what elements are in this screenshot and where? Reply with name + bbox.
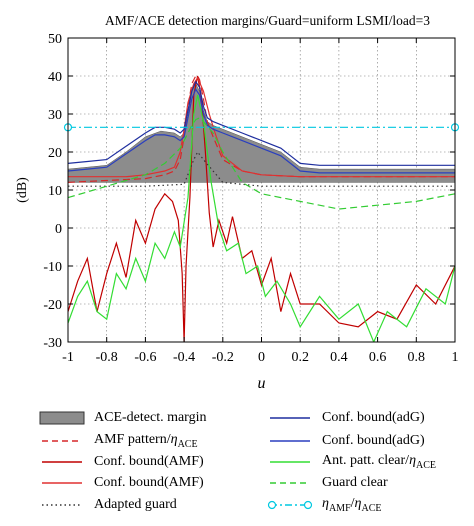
legend-item: Ant. patt. clear/ηACE xyxy=(266,452,436,472)
legend-swatch xyxy=(267,500,313,510)
x-tick-label: 0 xyxy=(258,350,265,365)
plot-group xyxy=(68,75,455,342)
x-tick-label: 0.2 xyxy=(291,350,309,365)
x-tick-label: -0.6 xyxy=(134,350,156,365)
series-line-2 xyxy=(68,75,455,342)
y-tick-label: -20 xyxy=(43,298,62,313)
legend-label: Ant. patt. clear/ηACE xyxy=(322,453,437,471)
series-line-5 xyxy=(68,80,455,166)
chart-title: AMF/ACE detection margins/Guard=uniform … xyxy=(105,13,430,28)
legend-label: ACE-detect. margin xyxy=(94,410,207,425)
legend-label: Guard clear xyxy=(322,475,388,490)
x-tick-label: 0.4 xyxy=(330,350,348,365)
legend-label: Conf. bound(adG) xyxy=(322,410,425,425)
x-tick-label: -1 xyxy=(62,350,74,365)
legend-label: Adapted guard xyxy=(94,497,177,512)
legend-label: AMF pattern/ηACE xyxy=(94,432,198,450)
legend-label: ηAMF/ηACE xyxy=(322,496,382,514)
legend: ACE-detect. margin AMF pattern/ηACE Conf. … xyxy=(0,404,474,526)
legend-item: Conf. bound(AMF) xyxy=(38,473,204,493)
legend-item: Conf. bound(adG) xyxy=(266,408,425,428)
x-tick-label: -0.4 xyxy=(173,350,195,365)
series-line-7 xyxy=(68,94,455,342)
legend-swatch xyxy=(42,440,82,442)
legend-label: Conf. bound(AMF) xyxy=(94,454,204,469)
legend-item: Adapted guard xyxy=(38,495,177,515)
series-line-3 xyxy=(68,76,455,178)
legend-item: Guard clear xyxy=(266,473,388,493)
legend-item: Conf. bound(AMF) xyxy=(38,452,204,472)
legend-label: Conf. bound(AMF) xyxy=(94,475,204,490)
x-tick-label: 0.6 xyxy=(369,350,387,365)
legend-swatch xyxy=(39,411,85,425)
legend-swatch xyxy=(42,482,82,484)
y-tick-label: -10 xyxy=(43,260,62,275)
legend-label: Conf. bound(adG) xyxy=(322,433,425,448)
x-tick-label: -0.2 xyxy=(212,350,234,365)
x-tick-label: 1 xyxy=(452,350,459,365)
series-line-4 xyxy=(68,150,455,187)
x-tick-label: 0.8 xyxy=(408,350,426,365)
legend-swatch xyxy=(42,461,82,463)
x-tick-label: -0.8 xyxy=(96,350,118,365)
y-tick-label: 40 xyxy=(48,70,62,85)
legend-item: Conf. bound(adG) xyxy=(266,431,425,451)
y-tick-label: 20 xyxy=(48,146,62,161)
legend-swatch xyxy=(270,440,310,442)
series-line-6 xyxy=(68,88,455,174)
y-axis-label: (dB) xyxy=(15,177,30,203)
y-tick-label: 30 xyxy=(48,108,62,123)
legend-item: ACE-detect. margin xyxy=(38,408,207,428)
chart: -1 -0.8 -0.6 -0.4 -0.2 0 0.2 0.4 0.6 0.8 1 50 40 30 20… xyxy=(15,13,460,392)
series-line-8 xyxy=(68,117,455,210)
y-tick-label: 10 xyxy=(48,184,62,199)
legend-swatch xyxy=(270,482,310,484)
legend-item: AMF pattern/ηACE xyxy=(38,431,198,451)
y-tick-label: 50 xyxy=(48,32,62,47)
y-tick-label: -30 xyxy=(43,336,62,351)
x-axis-label: u xyxy=(258,375,266,392)
legend-swatch xyxy=(42,504,82,506)
legend-swatch xyxy=(270,417,310,419)
series-fill-ace-margin xyxy=(68,83,455,183)
legend-item: ηAMF/ηACE xyxy=(266,495,381,515)
y-tick-label: 0 xyxy=(55,222,62,237)
legend-swatch xyxy=(270,461,310,463)
